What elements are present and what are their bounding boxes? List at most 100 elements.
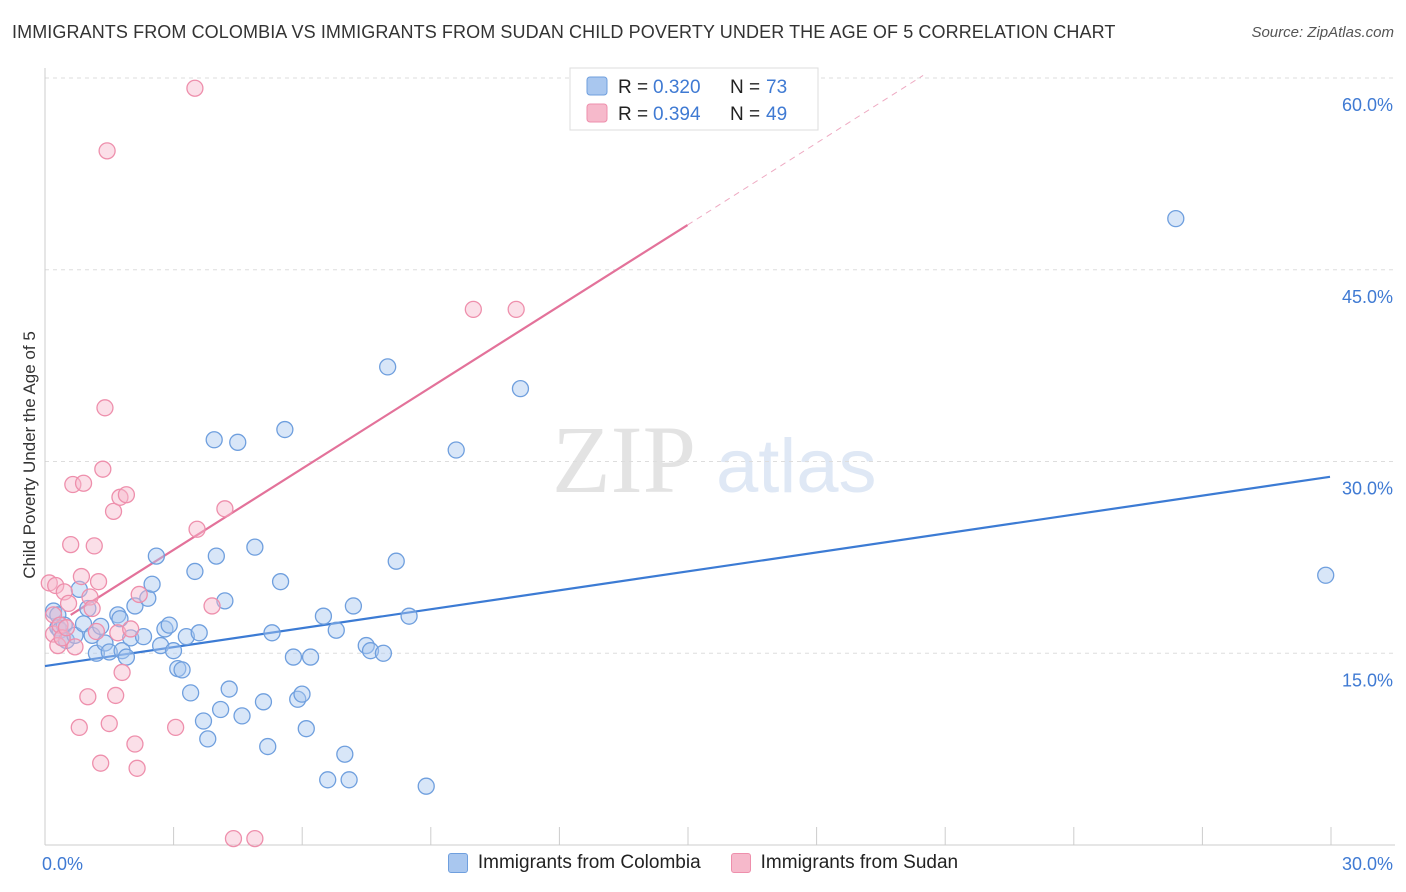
point-sudan	[107, 686, 125, 705]
point-colombia	[194, 712, 213, 730]
point-colombia	[147, 547, 166, 565]
point-colombia	[263, 624, 281, 642]
bottom-legend: Immigrants from Colombia Immigrants from…	[0, 852, 1406, 874]
watermark-zip: ZIP	[552, 406, 696, 513]
point-colombia	[254, 693, 273, 711]
point-sudan	[44, 606, 63, 624]
point-sudan	[130, 585, 148, 604]
bottom-legend-swatch-colombia	[447, 853, 468, 873]
point-colombia	[1317, 566, 1335, 584]
point-colombia	[143, 575, 161, 593]
point-colombia	[417, 777, 435, 795]
point-sudan	[96, 399, 114, 417]
point-colombia	[173, 661, 191, 679]
point-colombia	[199, 730, 217, 748]
legend-n-label-sudan: N =	[730, 104, 760, 125]
point-colombia	[327, 621, 345, 639]
series-colombia-points	[44, 209, 1335, 795]
point-sudan	[98, 142, 116, 160]
bottom-legend-label-sudan: Immigrants from Sudan	[760, 852, 959, 873]
point-colombia	[301, 648, 320, 666]
point-colombia	[216, 592, 234, 610]
point-colombia	[164, 642, 183, 660]
point-colombia	[374, 644, 393, 662]
point-colombia	[340, 771, 358, 789]
point-sudan	[89, 573, 108, 591]
legend-swatch-colombia	[586, 76, 608, 96]
stats-legend-box	[569, 67, 819, 131]
point-colombia	[314, 607, 333, 625]
trend-line-sudan-extension	[687, 75, 924, 226]
legend-r-label-sudan: R =	[618, 104, 648, 125]
point-sudan	[113, 663, 131, 682]
point-sudan	[216, 500, 234, 518]
point-sudan	[104, 502, 123, 521]
point-colombia	[96, 634, 114, 652]
source-label: Source: ZipAtlas.com	[1251, 24, 1394, 41]
point-colombia	[387, 552, 405, 570]
trend-line-colombia	[44, 475, 1331, 668]
point-colombia	[233, 707, 251, 725]
point-colombia	[400, 607, 418, 625]
point-colombia	[447, 441, 465, 459]
point-sudan	[74, 474, 93, 492]
point-colombia	[211, 700, 230, 719]
y-tick-label: 15.0%	[1342, 670, 1393, 690]
point-sudan	[224, 829, 243, 848]
point-colombia	[207, 547, 225, 565]
legend-r-label-colombia: R =	[618, 77, 648, 98]
trend-lines	[44, 75, 1331, 668]
y-tick-label: 60.0%	[1342, 95, 1393, 115]
point-sudan	[70, 718, 88, 737]
legend-n-value-colombia: 73	[766, 77, 787, 98]
point-colombia	[293, 685, 311, 703]
point-colombia	[177, 627, 196, 646]
point-colombia	[361, 642, 380, 660]
point-colombia	[220, 680, 238, 698]
point-colombia	[336, 745, 354, 763]
point-sudan	[507, 300, 525, 319]
point-sudan	[57, 619, 76, 637]
legend-swatch-sudan	[586, 103, 608, 123]
point-sudan	[85, 537, 103, 555]
point-sudan	[83, 599, 101, 618]
axes	[44, 68, 1395, 846]
point-colombia	[190, 624, 208, 642]
point-colombia	[229, 433, 247, 451]
point-colombia	[511, 379, 530, 398]
point-sudan	[53, 629, 71, 647]
point-colombia	[160, 616, 178, 634]
bottom-legend-sudan: Immigrants from Sudan	[730, 852, 959, 874]
point-sudan	[79, 688, 97, 706]
point-sudan	[128, 759, 146, 777]
point-sudan	[62, 535, 80, 554]
bottom-legend-swatch-sudan	[730, 853, 751, 873]
point-colombia	[122, 629, 140, 647]
point-colombia	[134, 627, 153, 646]
point-colombia	[117, 648, 136, 666]
point-colombia	[259, 737, 277, 756]
point-sudan	[100, 714, 118, 733]
point-sudan	[122, 620, 140, 638]
point-colombia	[100, 643, 118, 661]
point-sudan	[94, 460, 112, 478]
x-tick-label: 30.0%	[1342, 854, 1393, 874]
y-tick-label: 30.0%	[1342, 479, 1393, 499]
point-colombia	[319, 771, 337, 789]
bottom-legend-label-colombia: Immigrants from Colombia	[477, 852, 701, 873]
point-colombia	[205, 431, 223, 449]
legend-n-value-sudan: 49	[766, 104, 787, 125]
point-sudan	[464, 300, 482, 319]
point-colombia	[276, 420, 294, 439]
point-colombia	[246, 538, 264, 556]
point-sudan	[59, 594, 78, 613]
trend-line-sudan	[70, 224, 689, 616]
point-sudan	[188, 520, 206, 538]
point-colombia	[344, 597, 363, 615]
point-colombia	[181, 684, 200, 702]
watermark-atlas: atlas	[716, 424, 877, 509]
legend-n-label-colombia: N =	[730, 77, 760, 98]
point-colombia	[111, 610, 129, 628]
series-sudan-points	[40, 79, 611, 848]
